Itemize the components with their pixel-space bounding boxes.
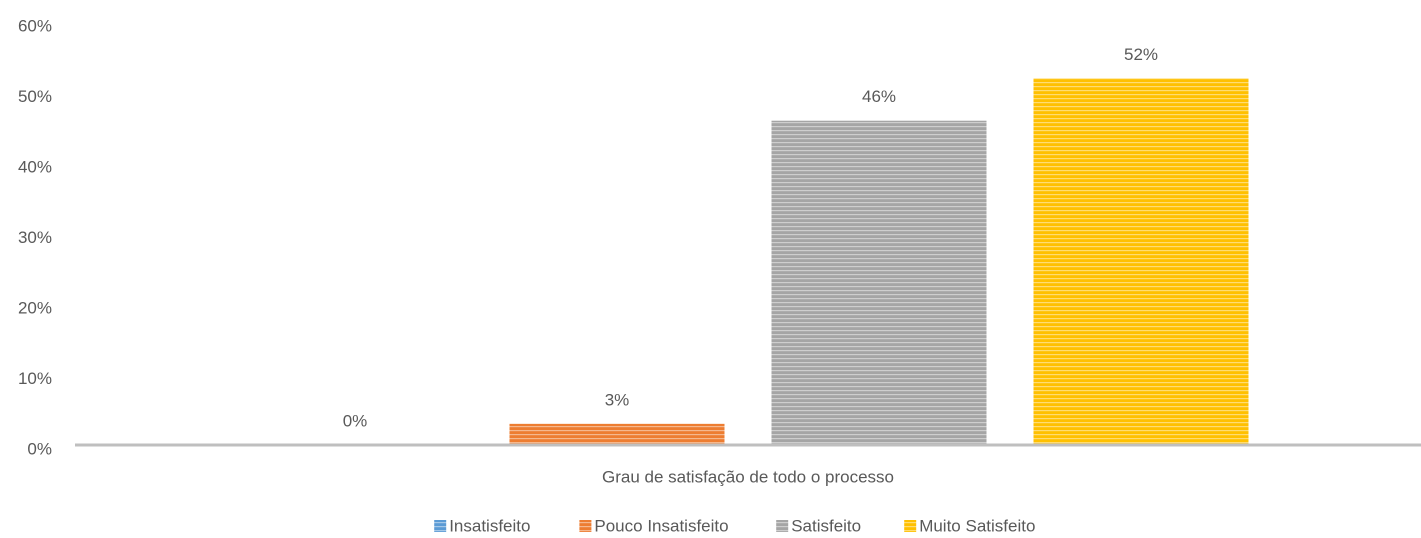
legend-label: Pouco Insatisfeito xyxy=(594,516,728,535)
y-tick-label: 0% xyxy=(27,439,52,458)
legend-swatch xyxy=(579,520,592,532)
y-tick-label: 40% xyxy=(18,157,52,176)
data-label: 52% xyxy=(1124,45,1158,64)
legend-swatch xyxy=(904,520,917,532)
legend-swatch xyxy=(434,520,447,532)
y-tick-label: 10% xyxy=(18,369,52,388)
data-label: 3% xyxy=(605,390,630,409)
legend-swatch xyxy=(776,520,789,532)
y-tick-label: 50% xyxy=(18,87,52,106)
y-tick-label: 60% xyxy=(18,16,52,35)
legend-label: Satisfeito xyxy=(791,516,861,535)
legend-label: Insatisfeito xyxy=(449,516,530,535)
bar xyxy=(771,120,987,445)
bar xyxy=(1033,78,1249,446)
bar xyxy=(509,423,725,445)
y-tick-label: 30% xyxy=(18,228,52,247)
data-label: 0% xyxy=(343,411,368,430)
data-label: 46% xyxy=(862,87,896,106)
y-tick-label: 20% xyxy=(18,298,52,317)
legend-label: Muito Satisfeito xyxy=(919,516,1035,535)
x-tick-label: Grau de satisfação de todo o processo xyxy=(602,467,894,486)
